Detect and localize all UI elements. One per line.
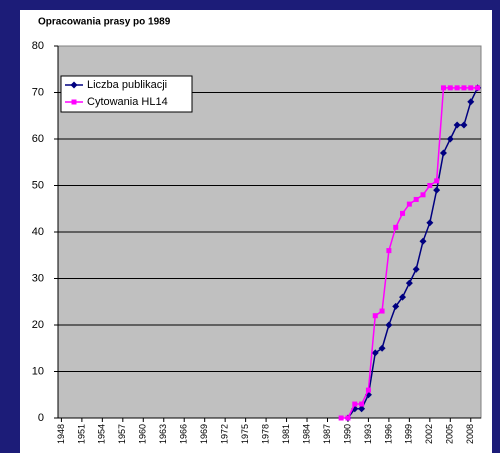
y-tick-label: 50: [32, 179, 44, 191]
x-tick-label: 1999: [404, 424, 414, 444]
point: [440, 85, 446, 91]
x-tick-label: 1993: [363, 424, 373, 444]
point: [352, 401, 358, 407]
point: [365, 387, 371, 393]
x-tick-label: 1975: [240, 424, 250, 444]
point: [447, 85, 453, 91]
point: [345, 415, 351, 421]
legend-marker: [71, 99, 77, 105]
x-tick-label: 2002: [424, 424, 434, 444]
point: [420, 192, 426, 198]
point: [358, 405, 366, 413]
point: [412, 265, 420, 273]
x-tick-label: 1987: [322, 424, 332, 444]
x-tick-label: 1948: [56, 424, 66, 444]
y-tick-label: 0: [38, 412, 44, 424]
y-tick-label: 70: [32, 86, 44, 98]
x-tick-label: 1951: [76, 424, 86, 444]
x-tick-label: 1960: [138, 424, 148, 444]
y-tick-label: 40: [32, 226, 44, 238]
x-tick-label: 1981: [281, 424, 291, 444]
legend-label: Liczba publikacji: [87, 79, 167, 91]
point: [338, 415, 344, 421]
x-tick-label: 1990: [342, 424, 352, 444]
point: [372, 313, 378, 319]
point: [460, 121, 468, 129]
point: [413, 196, 419, 202]
point: [371, 349, 379, 357]
y-tick-label: 30: [32, 272, 44, 284]
point: [400, 210, 406, 216]
y-tick-label: 60: [32, 133, 44, 145]
point: [378, 344, 386, 352]
point: [359, 401, 365, 407]
point: [406, 201, 412, 207]
x-tick-label: 2008: [465, 424, 475, 444]
point: [467, 98, 475, 106]
point: [393, 224, 399, 230]
point: [453, 121, 461, 129]
point: [446, 135, 454, 143]
point: [379, 308, 385, 314]
point: [392, 302, 400, 310]
point: [454, 85, 460, 91]
point: [385, 321, 393, 329]
x-tick-label: 1963: [158, 424, 168, 444]
y-tick-label: 20: [32, 319, 44, 331]
chart-title: Opracowania prasy po 1989: [38, 17, 171, 28]
point: [426, 219, 434, 227]
point: [433, 186, 441, 194]
y-tick-label: 80: [32, 40, 44, 52]
x-tick-label: 1954: [97, 424, 107, 444]
point: [405, 279, 413, 287]
point: [427, 183, 433, 188]
legend-label: Cytowania HL14: [87, 96, 168, 108]
x-tick-label: 1984: [301, 424, 311, 444]
x-tick-label: 2005: [445, 424, 455, 444]
point: [439, 149, 447, 157]
legend-marker: [70, 81, 78, 89]
x-tick-label: 1969: [199, 424, 209, 444]
legend-box: [60, 75, 193, 113]
x-tick-label: 1966: [179, 424, 189, 444]
x-tick-label: 1996: [383, 424, 393, 444]
point: [434, 178, 440, 184]
x-tick-label: 1978: [260, 424, 270, 444]
point: [475, 85, 481, 91]
point: [386, 248, 392, 254]
point: [399, 293, 407, 301]
point: [419, 237, 427, 245]
point: [461, 85, 467, 91]
x-tick-label: 1972: [220, 424, 230, 444]
point: [468, 85, 474, 91]
x-tick-label: 1957: [117, 424, 127, 444]
y-tick-label: 10: [32, 365, 44, 377]
